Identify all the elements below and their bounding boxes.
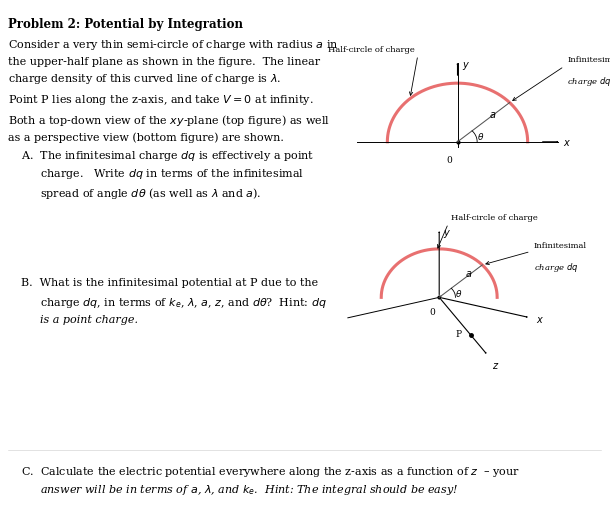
- Text: Problem 2: Potential by Integration: Problem 2: Potential by Integration: [8, 18, 243, 31]
- Text: A.  The infinitesimal charge $dq$ is effectively a point: A. The infinitesimal charge $dq$ is effe…: [21, 149, 315, 162]
- Text: Infinitesimal: Infinitesimal: [534, 241, 587, 249]
- Text: is a point charge.: is a point charge.: [40, 314, 138, 324]
- Text: charge $dq$, in terms of $k_e$, $\lambda$, $a$, $z$, and $d\theta$?  Hint: $dq$: charge $dq$, in terms of $k_e$, $\lambda…: [40, 296, 326, 309]
- Text: $a$: $a$: [489, 109, 497, 120]
- Text: Half-circle of charge: Half-circle of charge: [328, 45, 415, 53]
- Text: $y$: $y$: [443, 228, 451, 240]
- Text: Point P lies along the z-axis, and take $V = 0$ at infinity.
Both a top-down vie: Point P lies along the z-axis, and take …: [8, 93, 330, 143]
- Text: charge $dq$: charge $dq$: [534, 261, 578, 273]
- Text: spread of angle $d\theta$ (as well as $\lambda$ and $a$).: spread of angle $d\theta$ (as well as $\…: [40, 185, 261, 200]
- Text: $\theta$: $\theta$: [477, 130, 484, 142]
- Text: charge $dq$: charge $dq$: [567, 75, 610, 88]
- Text: Half-circle of charge: Half-circle of charge: [451, 213, 538, 221]
- Text: 0: 0: [429, 307, 435, 316]
- Text: C.  Calculate the electric potential everywhere along the z-axis as a function o: C. Calculate the electric potential ever…: [21, 464, 520, 478]
- Text: Infinitesimal: Infinitesimal: [567, 55, 610, 64]
- Text: 0: 0: [447, 155, 453, 164]
- Text: Consider a very thin semi-circle of charge with radius $a$ in
the upper-half pla: Consider a very thin semi-circle of char…: [8, 38, 339, 86]
- Text: $x$: $x$: [563, 137, 571, 148]
- Text: $\theta$: $\theta$: [456, 287, 463, 298]
- Text: $x$: $x$: [536, 315, 545, 325]
- Text: $z$: $z$: [492, 360, 499, 370]
- Text: P: P: [456, 330, 462, 338]
- Text: answer will be in terms of $a$, $\lambda$, and $k_e$.  Hint: The integral should: answer will be in terms of $a$, $\lambda…: [40, 483, 458, 496]
- Text: $y$: $y$: [462, 60, 470, 72]
- Text: charge.   Write $dq$ in terms of the infinitesimal: charge. Write $dq$ in terms of the infin…: [40, 167, 304, 181]
- Text: B.  What is the infinitesimal potential at P due to the: B. What is the infinitesimal potential a…: [21, 277, 318, 288]
- Text: $a$: $a$: [465, 269, 473, 279]
